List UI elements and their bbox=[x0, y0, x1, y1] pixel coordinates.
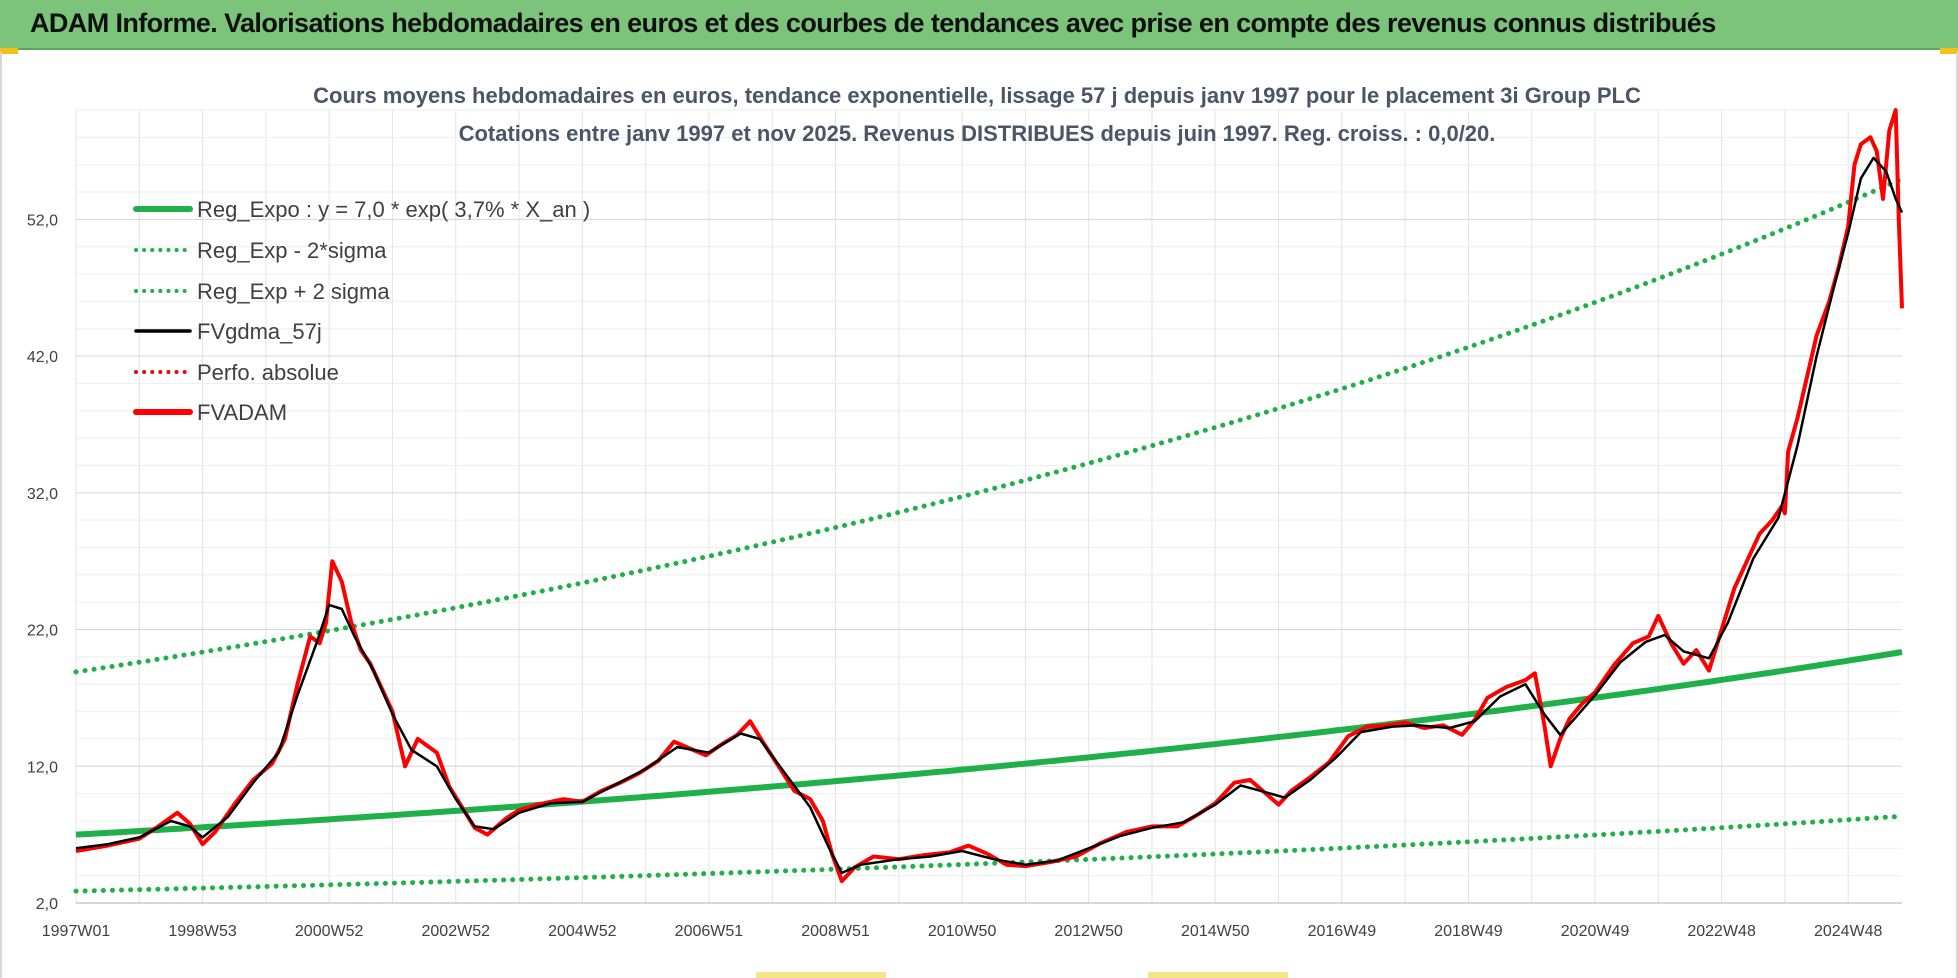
legend-label: FVgdma_57j bbox=[197, 319, 322, 344]
chart-series bbox=[73, 108, 1905, 894]
reg-expo-line bbox=[75, 649, 1903, 838]
footer-accent-2 bbox=[1148, 972, 1288, 978]
legend-label: Reg_Exp + 2 sigma bbox=[197, 279, 390, 304]
y-tick-label: 52,0 bbox=[27, 212, 58, 229]
reg-exp-plus-2sigma-line bbox=[73, 176, 1905, 675]
x-tick-label: 2022W48 bbox=[1687, 923, 1756, 940]
x-tick-label: 2020W49 bbox=[1561, 923, 1630, 940]
x-tick-label: 2006W51 bbox=[675, 923, 744, 940]
x-tick-label: 2002W52 bbox=[422, 923, 491, 940]
x-tick-label: 2018W49 bbox=[1434, 923, 1503, 940]
x-tick-label: 2004W52 bbox=[548, 923, 617, 940]
y-tick-label: 42,0 bbox=[27, 349, 58, 366]
x-tick-label: 2010W50 bbox=[928, 923, 997, 940]
chart-legend: Reg_Expo : y = 7,0 * exp( 3,7% * X_an ) R… bbox=[133, 197, 590, 425]
report-banner: ADAM Informe. Valorisations hebdomadaire… bbox=[0, 0, 1958, 50]
x-tick-label: 2008W51 bbox=[801, 923, 870, 940]
legend-label: FVADAM bbox=[197, 400, 287, 425]
x-tick-label: 2014W50 bbox=[1181, 923, 1250, 940]
chart-frame bbox=[0, 52, 1958, 978]
x-tick-label: 1998W53 bbox=[168, 923, 237, 940]
x-tick-label: 1997W01 bbox=[42, 923, 111, 940]
chart-title-line2: Cotations entre janv 1997 et nov 2025. R… bbox=[459, 121, 1496, 146]
y-tick-label: 22,0 bbox=[27, 623, 58, 640]
legend-label: Reg_Exp - 2*sigma bbox=[197, 238, 387, 263]
chart-title-line1: Cours moyens hebdomadaires en euros, ten… bbox=[313, 83, 1641, 108]
y-tick-label: 2,0 bbox=[36, 896, 58, 913]
x-tick-label: 2000W52 bbox=[295, 923, 364, 940]
x-tick-label: 2012W50 bbox=[1054, 923, 1123, 940]
legend-label: Reg_Expo : y = 7,0 * exp( 3,7% * X_an ) bbox=[197, 197, 590, 222]
legend-label: Perfo. absolue bbox=[197, 360, 339, 385]
x-tick-label: 2016W49 bbox=[1308, 923, 1377, 940]
corner-accent-right bbox=[1940, 48, 1958, 54]
x-tick-label: 2024W48 bbox=[1814, 923, 1883, 940]
footer-accent-1 bbox=[756, 972, 886, 978]
y-tick-label: 12,0 bbox=[27, 759, 58, 776]
y-tick-label: 32,0 bbox=[27, 486, 58, 503]
corner-accent-left bbox=[0, 48, 18, 54]
report-title: ADAM Informe. Valorisations hebdomadaire… bbox=[30, 8, 1716, 38]
axis-labels: 2,0 12,0 22,0 32,0 42,0 52,0 1997W01 1998W53 200… bbox=[27, 212, 1883, 940]
chart-grid bbox=[75, 109, 1902, 904]
fvgdma-57j-line bbox=[75, 156, 1904, 875]
